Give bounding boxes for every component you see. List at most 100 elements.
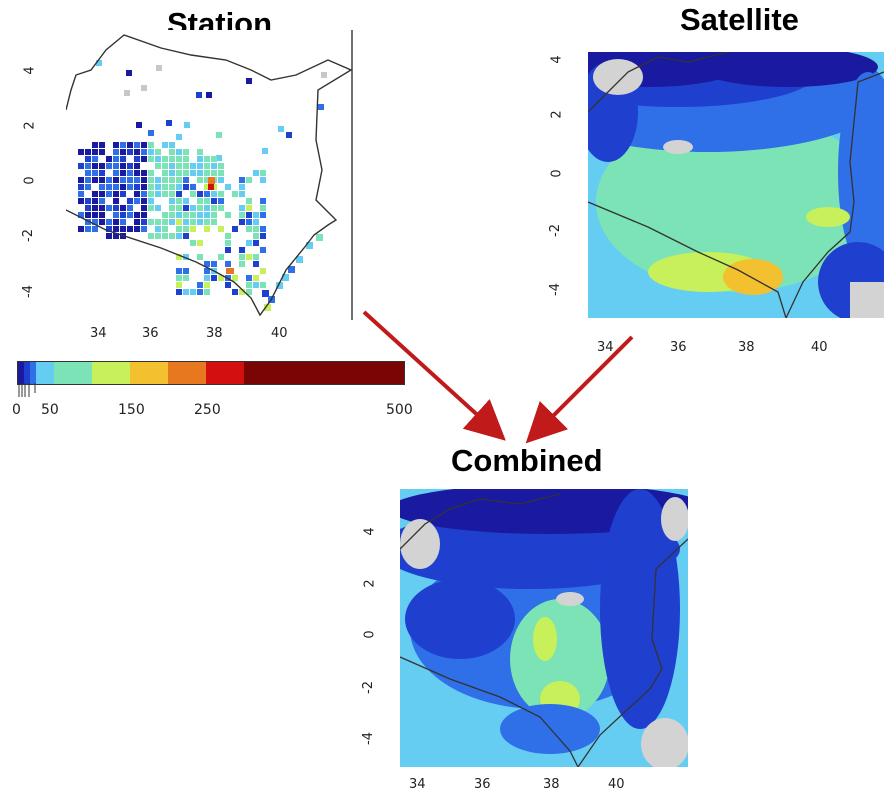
station-cell bbox=[85, 149, 91, 155]
station-cell bbox=[113, 219, 119, 225]
station-cell bbox=[99, 177, 105, 183]
rain-field bbox=[405, 579, 515, 659]
rain-field bbox=[641, 718, 688, 767]
station-cell bbox=[148, 170, 154, 176]
station-cell bbox=[264, 304, 271, 311]
colorbar-bin bbox=[130, 362, 168, 384]
station-cell bbox=[204, 261, 210, 267]
station-cell bbox=[106, 191, 112, 197]
station-cell bbox=[197, 191, 203, 197]
station-cell bbox=[162, 226, 168, 232]
station-cell bbox=[96, 60, 102, 66]
station-cell bbox=[260, 282, 266, 288]
station-cell bbox=[260, 247, 266, 253]
station-cell bbox=[204, 163, 210, 169]
station-cell bbox=[155, 156, 161, 162]
colorbar-bin bbox=[54, 362, 92, 384]
station-cell bbox=[141, 226, 147, 232]
station-cell bbox=[197, 156, 203, 162]
station-cell bbox=[204, 156, 210, 162]
station-cell bbox=[148, 191, 154, 197]
station-cell bbox=[183, 170, 189, 176]
station-cell bbox=[92, 142, 98, 148]
station-cell bbox=[120, 163, 126, 169]
station-cell bbox=[148, 130, 154, 136]
station-cell bbox=[239, 184, 245, 190]
station-cell bbox=[204, 184, 210, 190]
station-cell bbox=[211, 212, 217, 218]
combined-xtick-40: 40 bbox=[608, 777, 625, 792]
station-cell bbox=[85, 163, 91, 169]
station-cell bbox=[92, 149, 98, 155]
station-cell bbox=[176, 226, 182, 232]
rain-field bbox=[400, 694, 480, 754]
station-cell bbox=[246, 275, 252, 281]
station-cell bbox=[106, 156, 112, 162]
station-cell bbox=[183, 156, 189, 162]
station-cell bbox=[127, 184, 133, 190]
station-cell bbox=[141, 205, 147, 211]
station-cell bbox=[253, 226, 259, 232]
station-cell bbox=[113, 205, 119, 211]
station-cell bbox=[99, 142, 105, 148]
station-cell bbox=[166, 120, 172, 126]
station-cell bbox=[127, 163, 133, 169]
station-cell bbox=[120, 191, 126, 197]
rain-field bbox=[600, 489, 680, 729]
station-cell bbox=[176, 205, 182, 211]
station-cell bbox=[85, 184, 91, 190]
station-cell bbox=[225, 247, 231, 253]
station-cell bbox=[225, 184, 231, 190]
station-cell bbox=[141, 191, 147, 197]
station-cell bbox=[176, 134, 182, 140]
station-cell bbox=[99, 149, 105, 155]
station-cell bbox=[148, 198, 154, 204]
station-cell bbox=[239, 247, 245, 253]
satellite-xtick-40: 40 bbox=[811, 340, 828, 355]
station-cell bbox=[141, 142, 147, 148]
colorbar-bin bbox=[168, 362, 206, 384]
station-cell bbox=[286, 132, 292, 138]
station-cell bbox=[85, 226, 91, 232]
station-cell bbox=[316, 234, 323, 241]
station-cell bbox=[156, 65, 162, 71]
satellite-xtick-36: 36 bbox=[670, 340, 687, 355]
station-cell bbox=[99, 163, 105, 169]
station-cell bbox=[183, 177, 189, 183]
station-cell bbox=[120, 142, 126, 148]
station-cell bbox=[78, 212, 84, 218]
station-cell bbox=[260, 170, 266, 176]
station-cell bbox=[85, 177, 91, 183]
station-cell bbox=[260, 198, 266, 204]
station-cell bbox=[246, 240, 252, 246]
station-cell bbox=[176, 268, 182, 274]
rain-field bbox=[556, 592, 584, 606]
station-cell bbox=[155, 233, 161, 239]
station-cell bbox=[184, 122, 190, 128]
station-cell bbox=[197, 254, 203, 260]
station-cell bbox=[106, 177, 112, 183]
station-cell bbox=[176, 212, 182, 218]
station-cell bbox=[262, 290, 269, 297]
station-cell bbox=[232, 275, 238, 281]
station-cell bbox=[176, 219, 182, 225]
station-cell bbox=[197, 198, 203, 204]
station-cell bbox=[197, 177, 203, 183]
station-cell bbox=[246, 177, 252, 183]
station-cell bbox=[126, 70, 132, 76]
satellite-border bbox=[785, 71, 884, 318]
combined-xtick-34: 34 bbox=[409, 777, 426, 792]
station-cell bbox=[211, 205, 217, 211]
rain-field bbox=[698, 52, 878, 87]
satellite-title: Satellite bbox=[680, 2, 799, 37]
station-cell bbox=[218, 170, 224, 176]
station-cell bbox=[306, 242, 313, 249]
station-cell bbox=[120, 212, 126, 218]
colorbar-label-500: 500 bbox=[386, 402, 413, 418]
station-cell bbox=[148, 219, 154, 225]
station-cell bbox=[92, 198, 98, 204]
station-cell bbox=[176, 191, 182, 197]
station-cell bbox=[127, 142, 133, 148]
station-cell bbox=[99, 212, 105, 218]
station-cell bbox=[134, 191, 140, 197]
